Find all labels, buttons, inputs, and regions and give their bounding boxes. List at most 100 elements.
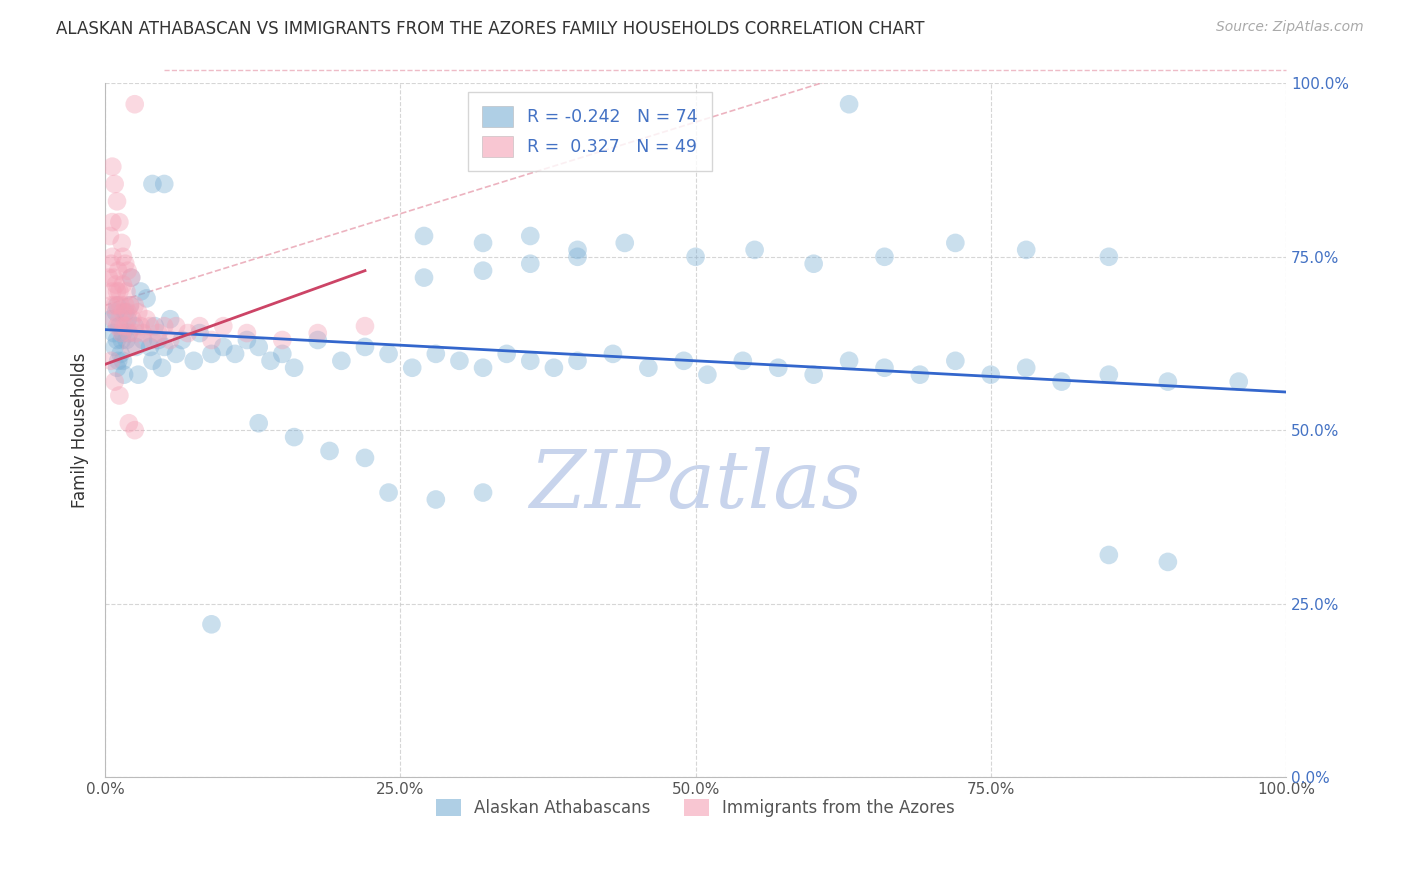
- Point: [103, 326, 125, 340]
- Point: [110, 347, 132, 361]
- Point: [111, 326, 134, 340]
- Point: [1050, 375, 1073, 389]
- Point: [104, 375, 127, 389]
- Point: [307, 333, 329, 347]
- Point: [100, 298, 122, 312]
- Point: [114, 298, 136, 312]
- Point: [132, 333, 155, 347]
- Point: [129, 285, 152, 299]
- Point: [224, 347, 246, 361]
- Point: [129, 319, 152, 334]
- Point: [425, 492, 447, 507]
- Point: [148, 326, 170, 340]
- Point: [104, 277, 127, 292]
- Point: [177, 326, 200, 340]
- Point: [188, 326, 211, 340]
- Point: [1157, 375, 1180, 389]
- Point: [271, 347, 294, 361]
- Point: [567, 243, 589, 257]
- Point: [519, 353, 541, 368]
- Point: [472, 485, 495, 500]
- Point: [139, 319, 162, 334]
- Point: [101, 250, 124, 264]
- Point: [112, 368, 135, 382]
- Point: [100, 312, 122, 326]
- Point: [111, 333, 134, 347]
- Point: [200, 347, 222, 361]
- Point: [188, 319, 211, 334]
- Point: [104, 177, 127, 191]
- Point: [120, 270, 142, 285]
- Point: [236, 333, 259, 347]
- Point: [153, 177, 176, 191]
- Point: [120, 270, 142, 285]
- Point: [153, 340, 176, 354]
- Point: [108, 388, 131, 402]
- Point: [354, 450, 377, 465]
- Point: [105, 285, 128, 299]
- Point: [838, 353, 860, 368]
- Point: [1098, 368, 1121, 382]
- Point: [212, 340, 235, 354]
- Point: [111, 353, 134, 368]
- Point: [105, 194, 128, 209]
- Point: [114, 305, 136, 319]
- Point: [124, 298, 146, 312]
- Point: [672, 353, 695, 368]
- Point: [567, 353, 589, 368]
- Point: [104, 340, 127, 354]
- Point: [247, 416, 270, 430]
- Point: [354, 319, 377, 334]
- Point: [838, 97, 860, 112]
- Point: [495, 347, 517, 361]
- Point: [543, 360, 565, 375]
- Point: [101, 285, 124, 299]
- Point: [104, 298, 127, 312]
- Point: [401, 360, 423, 375]
- Point: [170, 333, 193, 347]
- Point: [803, 368, 825, 382]
- Point: [1098, 250, 1121, 264]
- Point: [100, 257, 122, 271]
- Point: [1098, 548, 1121, 562]
- Point: [943, 235, 966, 250]
- Point: [150, 360, 173, 375]
- Point: [307, 326, 329, 340]
- Point: [377, 347, 399, 361]
- Point: [908, 368, 931, 382]
- Point: [449, 353, 471, 368]
- Point: [111, 235, 134, 250]
- Text: Source: ZipAtlas.com: Source: ZipAtlas.com: [1216, 20, 1364, 34]
- Point: [98, 229, 121, 244]
- Point: [1157, 555, 1180, 569]
- Point: [873, 250, 896, 264]
- Point: [183, 353, 205, 368]
- Point: [118, 298, 141, 312]
- Point: [104, 305, 127, 319]
- Point: [117, 312, 139, 326]
- Point: [115, 319, 138, 334]
- Point: [283, 360, 305, 375]
- Point: [107, 263, 129, 277]
- Point: [472, 360, 495, 375]
- Point: [212, 319, 235, 334]
- Point: [943, 353, 966, 368]
- Point: [159, 312, 181, 326]
- Point: [259, 353, 281, 368]
- Point: [731, 353, 754, 368]
- Point: [354, 340, 377, 354]
- Point: [200, 617, 222, 632]
- Point: [107, 353, 129, 368]
- Point: [118, 326, 141, 340]
- Point: [637, 360, 659, 375]
- Point: [124, 423, 146, 437]
- Point: [271, 333, 294, 347]
- Point: [519, 229, 541, 244]
- Point: [425, 347, 447, 361]
- Point: [97, 270, 120, 285]
- Point: [125, 326, 148, 340]
- Point: [141, 333, 163, 347]
- Point: [105, 333, 128, 347]
- Point: [135, 292, 157, 306]
- Point: [125, 340, 148, 354]
